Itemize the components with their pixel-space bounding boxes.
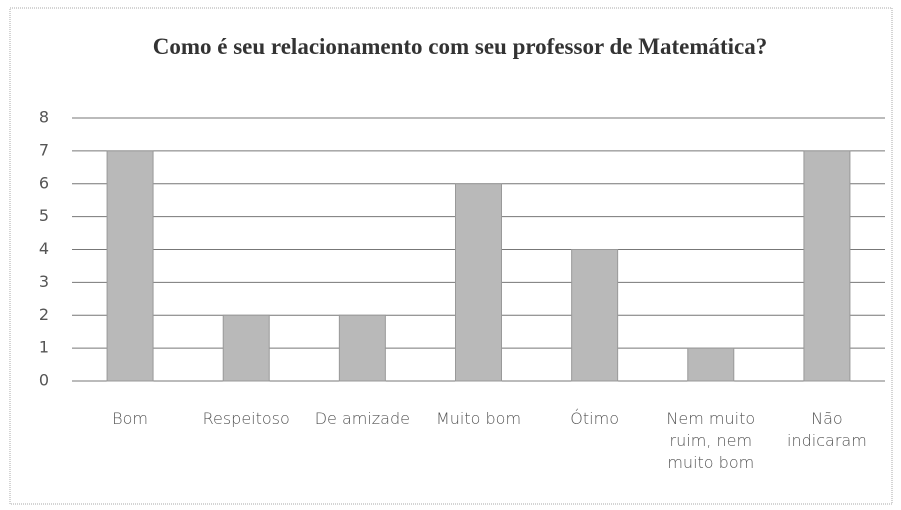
x-tick-label: Nem muito ruim, nem muito bom — [666, 409, 756, 472]
y-tick-label: 1 — [39, 338, 49, 357]
x-tick-label: Respeitoso — [202, 409, 290, 428]
y-tick-label: 6 — [39, 173, 49, 192]
bar — [803, 150, 851, 382]
y-tick-label: 3 — [39, 272, 49, 291]
x-tick-label: Não indicaram — [787, 409, 867, 450]
bar — [106, 150, 154, 382]
y-tick-label: 7 — [39, 140, 49, 159]
bar — [455, 183, 502, 382]
y-tick-label: 5 — [39, 206, 49, 225]
y-tick-label: 8 — [39, 108, 49, 127]
bar — [687, 347, 735, 382]
y-tick-label: 0 — [39, 371, 49, 390]
y-tick-label: 2 — [39, 305, 49, 324]
x-tick-label: De amizade — [314, 409, 410, 428]
chart-frame — [9, 7, 893, 505]
chart-title: Como é seu relacionamento com seu profes… — [152, 34, 768, 59]
x-tick-label: Bom — [112, 409, 148, 428]
y-tick-label: 4 — [39, 239, 49, 258]
bar — [338, 314, 386, 382]
bar — [222, 314, 270, 382]
bar — [571, 249, 619, 382]
x-tick-label: Ótimo — [570, 409, 619, 428]
x-tick-label: Muito bom — [435, 409, 522, 428]
